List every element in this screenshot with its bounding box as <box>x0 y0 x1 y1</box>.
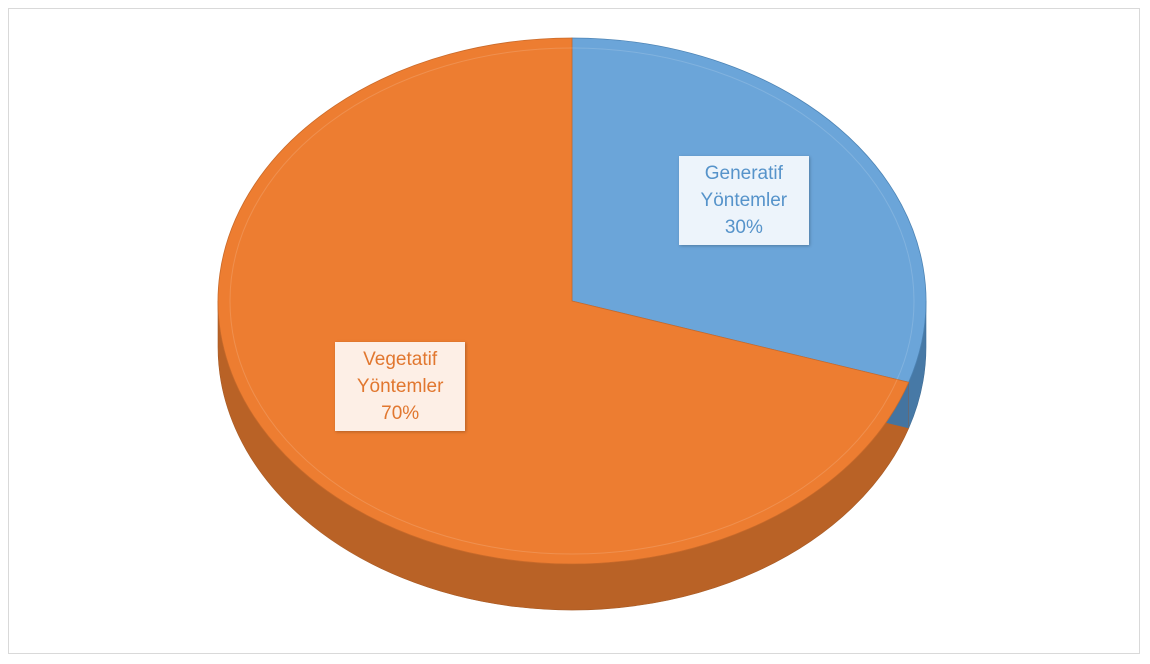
label-name: Generatif Yöntemler <box>700 163 788 212</box>
label-value: 70% <box>381 402 420 424</box>
slice <box>217 37 910 565</box>
data-label: Vegetatif Yöntemler 70% <box>335 341 466 431</box>
data-label: Generatif Yöntemler 30% <box>678 156 809 246</box>
rim-highlight <box>229 47 915 555</box>
label-value: 30% <box>724 217 763 239</box>
label-name: Vegetatif Yöntemler <box>356 348 444 397</box>
chart-frame <box>8 8 1140 654</box>
